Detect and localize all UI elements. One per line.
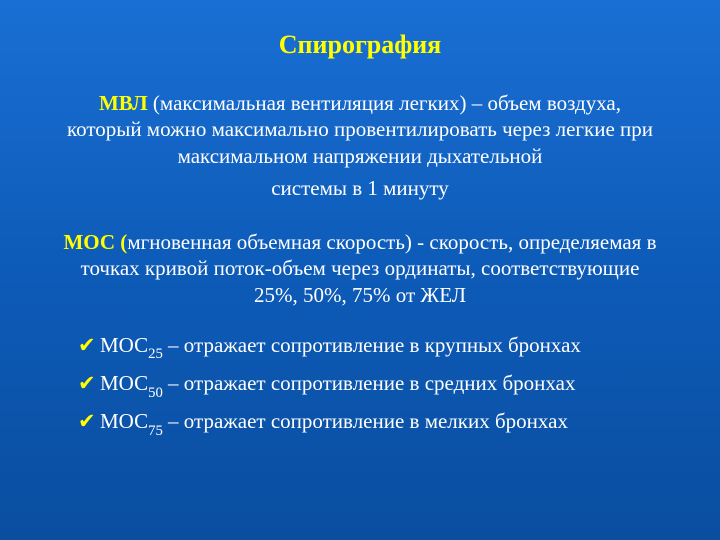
mos-term: МОС ( [63, 230, 127, 254]
mos-paragraph: МОС (мгновенная объемная скорость) - ско… [60, 229, 660, 308]
mos-subscript: 75 [148, 423, 163, 439]
mos-label: МОС [100, 409, 148, 433]
check-icon: ✔ [78, 406, 100, 438]
mvl-paragraph-line1: МВЛ (максимальная вентиляция легких) – о… [60, 90, 660, 169]
mos-desc: – отражает сопротивление в мелких бронха… [163, 409, 568, 433]
list-item: ✔ МОС25 – отражает сопротивление в крупн… [78, 330, 660, 364]
mos-label: МОС [100, 333, 148, 357]
slide-title: Спирография [60, 30, 660, 60]
slide: Спирография МВЛ (максимальная вентиляция… [0, 0, 720, 540]
mos-desc: – отражает сопротивление в крупных бронх… [163, 333, 581, 357]
mos-label: МОС [100, 371, 148, 395]
mos-subscript: 50 [148, 385, 163, 401]
list-item: ✔ МОС50 – отражает сопротивление в средн… [78, 368, 660, 402]
mvl-open-paren: ( [148, 91, 160, 115]
check-icon: ✔ [78, 330, 100, 362]
mvl-paragraph-line2: системы в 1 минуту [60, 175, 660, 201]
list-item-text: МОС50 – отражает сопротивление в средних… [100, 368, 575, 402]
list-item-text: МОС75 – отражает сопротивление в мелких … [100, 406, 568, 440]
mos-desc: – отражает сопротивление в средних бронх… [163, 371, 576, 395]
bullet-list: ✔ МОС25 – отражает сопротивление в крупн… [60, 330, 660, 441]
list-item: ✔ МОС75 – отражает сопротивление в мелки… [78, 406, 660, 440]
mos-subscript: 25 [148, 346, 163, 362]
check-icon: ✔ [78, 368, 100, 400]
mvl-term: МВЛ [99, 91, 148, 115]
list-item-text: МОС25 – отражает сопротивление в крупных… [100, 330, 581, 364]
spacer [60, 207, 660, 229]
mos-rest: мгновенная объемная скорость) - скорость… [81, 230, 657, 307]
